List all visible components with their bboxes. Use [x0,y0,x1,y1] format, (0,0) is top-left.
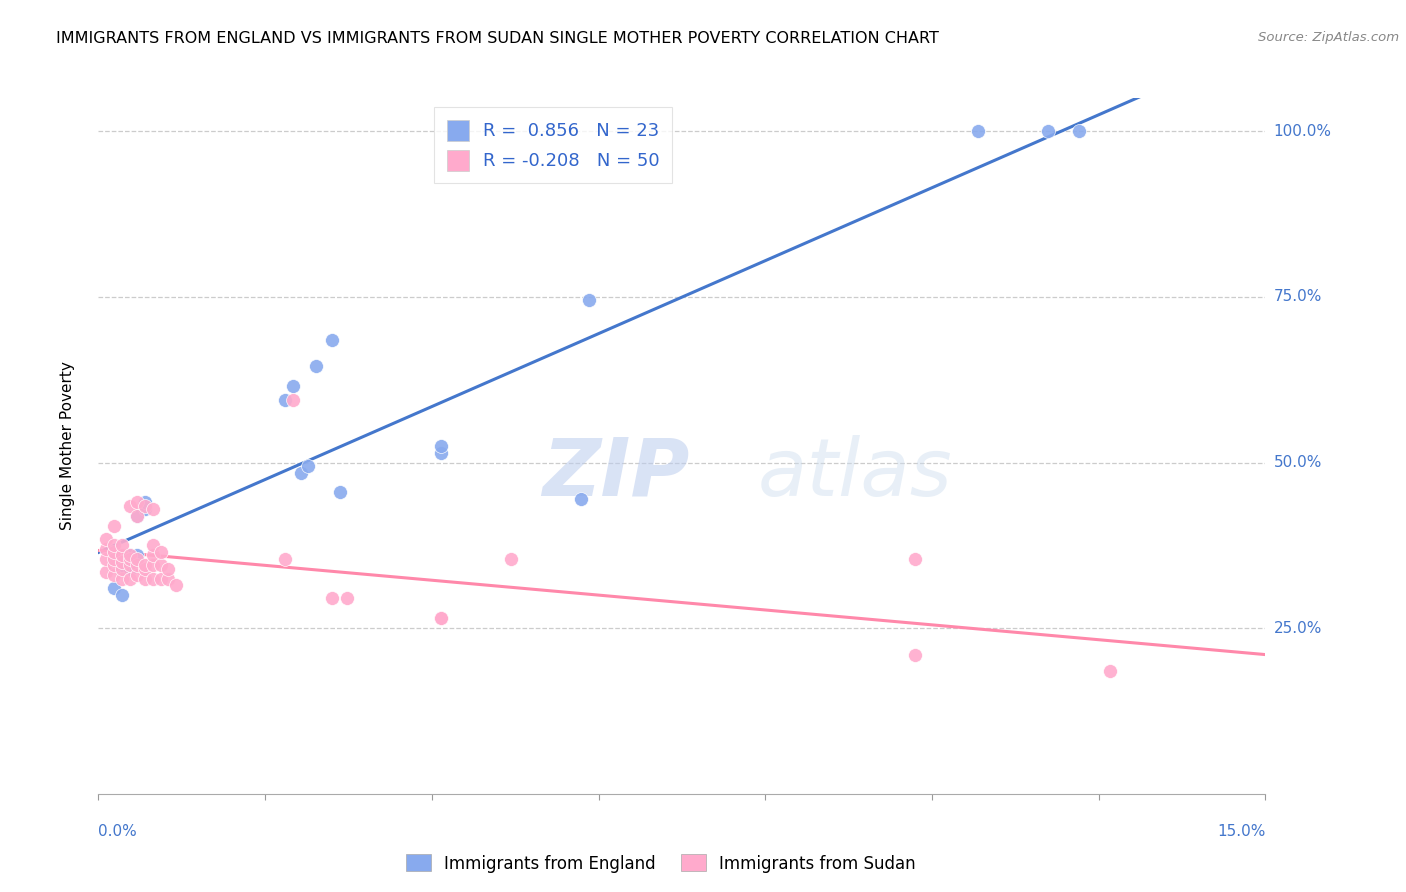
Y-axis label: Single Mother Poverty: Single Mother Poverty [60,361,75,531]
Point [429,611,451,625]
Point [149,558,172,573]
Point [499,551,522,566]
Point [321,333,343,347]
Point [429,439,451,453]
Point [103,518,125,533]
Point [127,549,149,563]
Text: 15.0%: 15.0% [1218,824,1265,839]
Point [96,551,118,566]
Point [127,508,149,523]
Point [142,502,165,516]
Text: 100.0%: 100.0% [1274,124,1331,139]
Point [149,572,172,586]
Point [274,392,297,407]
Point [134,558,156,573]
Point [103,551,125,566]
Point [118,549,141,563]
Legend: R =  0.856   N = 23, R = -0.208   N = 50: R = 0.856 N = 23, R = -0.208 N = 50 [434,107,672,183]
Point [142,549,165,563]
Point [297,458,319,473]
Text: IMMIGRANTS FROM ENGLAND VS IMMIGRANTS FROM SUDAN SINGLE MOTHER POVERTY CORRELATI: IMMIGRANTS FROM ENGLAND VS IMMIGRANTS FR… [56,31,939,46]
Point [157,572,180,586]
Point [142,572,165,586]
Point [142,558,165,573]
Point [127,568,149,582]
Point [96,565,118,579]
Point [281,392,304,407]
Point [1098,665,1121,679]
Point [111,555,134,569]
Point [111,549,134,563]
Point [904,648,927,662]
Point [578,293,600,308]
Point [165,578,187,592]
Text: 0.0%: 0.0% [98,824,138,839]
Point [281,379,304,393]
Point [118,549,141,563]
Point [118,561,141,575]
Point [96,541,118,556]
Point [1036,124,1059,138]
Text: Source: ZipAtlas.com: Source: ZipAtlas.com [1258,31,1399,45]
Point [142,538,165,552]
Point [290,466,312,480]
Point [134,561,156,575]
Point [127,558,149,573]
Legend: Immigrants from England, Immigrants from Sudan: Immigrants from England, Immigrants from… [399,847,922,880]
Point [134,502,156,516]
Point [305,359,328,374]
Point [157,561,180,575]
Point [134,572,156,586]
Point [966,124,988,138]
Point [103,568,125,582]
Point [118,499,141,513]
Text: 25.0%: 25.0% [1274,621,1322,636]
Text: 50.0%: 50.0% [1274,455,1322,470]
Point [103,545,125,559]
Point [1067,124,1090,138]
Point [111,561,134,575]
Point [321,591,343,606]
Text: atlas: atlas [758,434,952,513]
Point [118,558,141,573]
Point [111,561,134,575]
Point [111,588,134,602]
Point [111,538,134,552]
Point [904,551,927,566]
Point [103,582,125,596]
Point [127,508,149,523]
Point [111,572,134,586]
Point [118,551,141,566]
Point [274,551,297,566]
Point [569,491,592,506]
Point [429,611,451,625]
Point [134,499,156,513]
Point [336,591,359,606]
Point [127,495,149,509]
Point [149,545,172,559]
Text: 75.0%: 75.0% [1274,289,1322,304]
Point [429,445,451,459]
Point [118,572,141,586]
Point [329,485,352,500]
Point [96,532,118,546]
Point [134,495,156,509]
Text: ZIP: ZIP [541,434,689,513]
Point [103,538,125,552]
Point [127,551,149,566]
Point [103,558,125,573]
